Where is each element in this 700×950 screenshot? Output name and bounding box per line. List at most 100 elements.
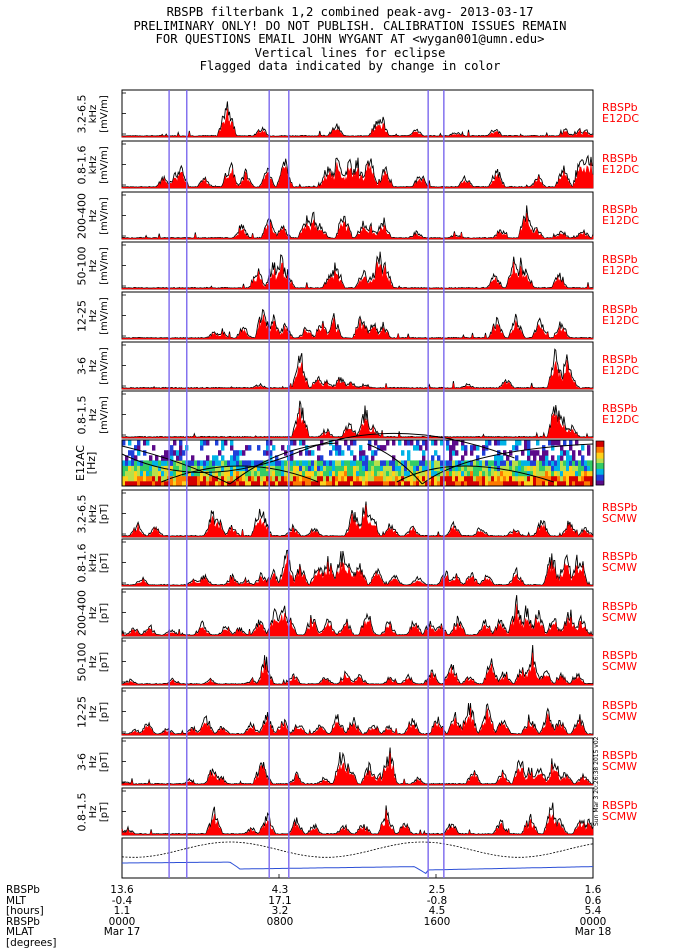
spectrogram-cell — [137, 445, 141, 451]
spectrogram-cell — [551, 445, 555, 451]
spectrogram-cell — [308, 480, 312, 487]
spectrogram-cell — [536, 440, 540, 446]
spectrogram-cell — [452, 440, 456, 446]
spectrogram-cell — [389, 470, 393, 477]
spectrogram-cell — [146, 460, 150, 466]
spectrogram-cell — [290, 475, 294, 482]
spectrogram-cell — [179, 450, 183, 456]
spectrogram-cell — [560, 450, 564, 456]
spectrogram-cell — [506, 480, 510, 487]
spectrogram-cell — [257, 460, 261, 466]
spectrogram-cell — [440, 470, 444, 477]
spectrogram-panel — [121, 432, 594, 487]
spectrogram-cell — [449, 450, 453, 456]
spectrogram-cell — [176, 460, 180, 466]
spectrogram-cell — [236, 455, 240, 461]
spectrogram-cell — [323, 460, 327, 466]
spectrogram-cell — [290, 455, 294, 461]
spectrogram-cell — [518, 475, 522, 482]
spectrogram-cell — [173, 480, 177, 487]
colorbar-segment — [596, 455, 604, 458]
spectrogram-cell — [503, 475, 507, 482]
spectrogram-cell — [368, 480, 372, 487]
spectrogram-cell — [557, 480, 561, 487]
spectrogram-cell — [263, 475, 267, 482]
spectrogram-cell — [395, 465, 399, 472]
spectrogram-cell — [380, 460, 384, 466]
spectrogram-cell — [203, 480, 207, 487]
spectrogram-cell — [479, 480, 483, 487]
spectrogram-cell — [176, 470, 180, 477]
spectrogram-cell — [401, 460, 405, 466]
spectrogram-cell — [464, 475, 468, 482]
spectrogram-cell — [341, 450, 345, 456]
spectrogram-cell — [293, 440, 297, 446]
spectrogram-cell — [407, 465, 411, 472]
spectrogram-cell — [134, 475, 138, 482]
spectrogram-cell — [188, 460, 192, 466]
colorbar-segment — [596, 470, 604, 473]
spectrogram-cell — [245, 445, 249, 451]
spectrogram-cell — [221, 455, 225, 461]
spectrogram-cell — [239, 470, 243, 477]
spectrogram-cell — [146, 465, 150, 472]
spectrogram-cell — [527, 475, 531, 482]
spectrogram-cell — [584, 475, 588, 482]
spectrogram-cell — [221, 440, 225, 446]
spectrogram-cell — [245, 470, 249, 477]
spectrogram-cell — [305, 480, 309, 487]
spectrogram-cell — [377, 475, 381, 482]
flag-note: Flagged data indicated by change in colo… — [199, 59, 501, 73]
spectrogram-cell — [530, 480, 534, 487]
spectrogram-cell — [365, 460, 369, 466]
spectrogram-cell — [197, 475, 201, 482]
avg-trace — [121, 360, 594, 390]
spectrogram-cell — [266, 475, 270, 482]
spectrogram-cell — [542, 470, 546, 477]
spectrogram-cell — [482, 460, 486, 466]
gyrofrequency-line — [161, 465, 319, 483]
spectrogram-cell — [425, 445, 429, 451]
spectrogram-cell — [257, 480, 261, 487]
spectrogram-cell — [173, 450, 177, 456]
spectrogram-cell — [518, 440, 522, 446]
spectrogram-cell — [272, 460, 276, 466]
spectrogram-cell — [509, 460, 513, 466]
spectrogram-cell — [527, 445, 531, 451]
spectrogram-cell — [215, 470, 219, 477]
spectrogram-cell — [416, 480, 420, 487]
spectrogram-cell — [431, 465, 435, 472]
spectrogram-cell — [326, 475, 330, 482]
spectrogram-cell — [551, 465, 555, 472]
panel-scmw_12-25hz — [121, 687, 594, 736]
spectrogram-cell — [482, 450, 486, 456]
spectrogram-cell — [572, 470, 576, 477]
spectrogram-cell — [419, 465, 423, 472]
spectrogram-cell — [569, 440, 573, 446]
spectrogram-cell — [494, 480, 498, 487]
spectrogram-cell — [188, 480, 192, 487]
colorbar-segment — [596, 451, 604, 454]
spectrogram-cell — [170, 470, 174, 477]
spectrogram-cell — [161, 475, 165, 482]
colorbar-segment — [596, 452, 604, 455]
spectrogram-cell — [233, 470, 237, 477]
spectrogram-cell — [587, 445, 591, 451]
spectrogram-cell — [590, 470, 594, 477]
panel-e12dc_0.8-1.5hz — [121, 390, 594, 439]
spectrogram-cell — [140, 460, 144, 466]
spectrogram-cell — [488, 470, 492, 477]
spectrogram-cell — [215, 465, 219, 472]
spectrogram-cell — [458, 470, 462, 477]
spectrogram-cell — [527, 470, 531, 477]
footer-label: [degrees] — [6, 936, 57, 949]
spectrogram-cell — [350, 475, 354, 482]
spectrogram-cell — [332, 470, 336, 477]
spectrogram-cell — [386, 475, 390, 482]
spectrogram-cell — [395, 460, 399, 466]
spectrogram-cell — [545, 480, 549, 487]
spectrogram-cell — [455, 450, 459, 456]
spectrogram-cell — [455, 460, 459, 466]
spectrogram-cell — [191, 470, 195, 477]
